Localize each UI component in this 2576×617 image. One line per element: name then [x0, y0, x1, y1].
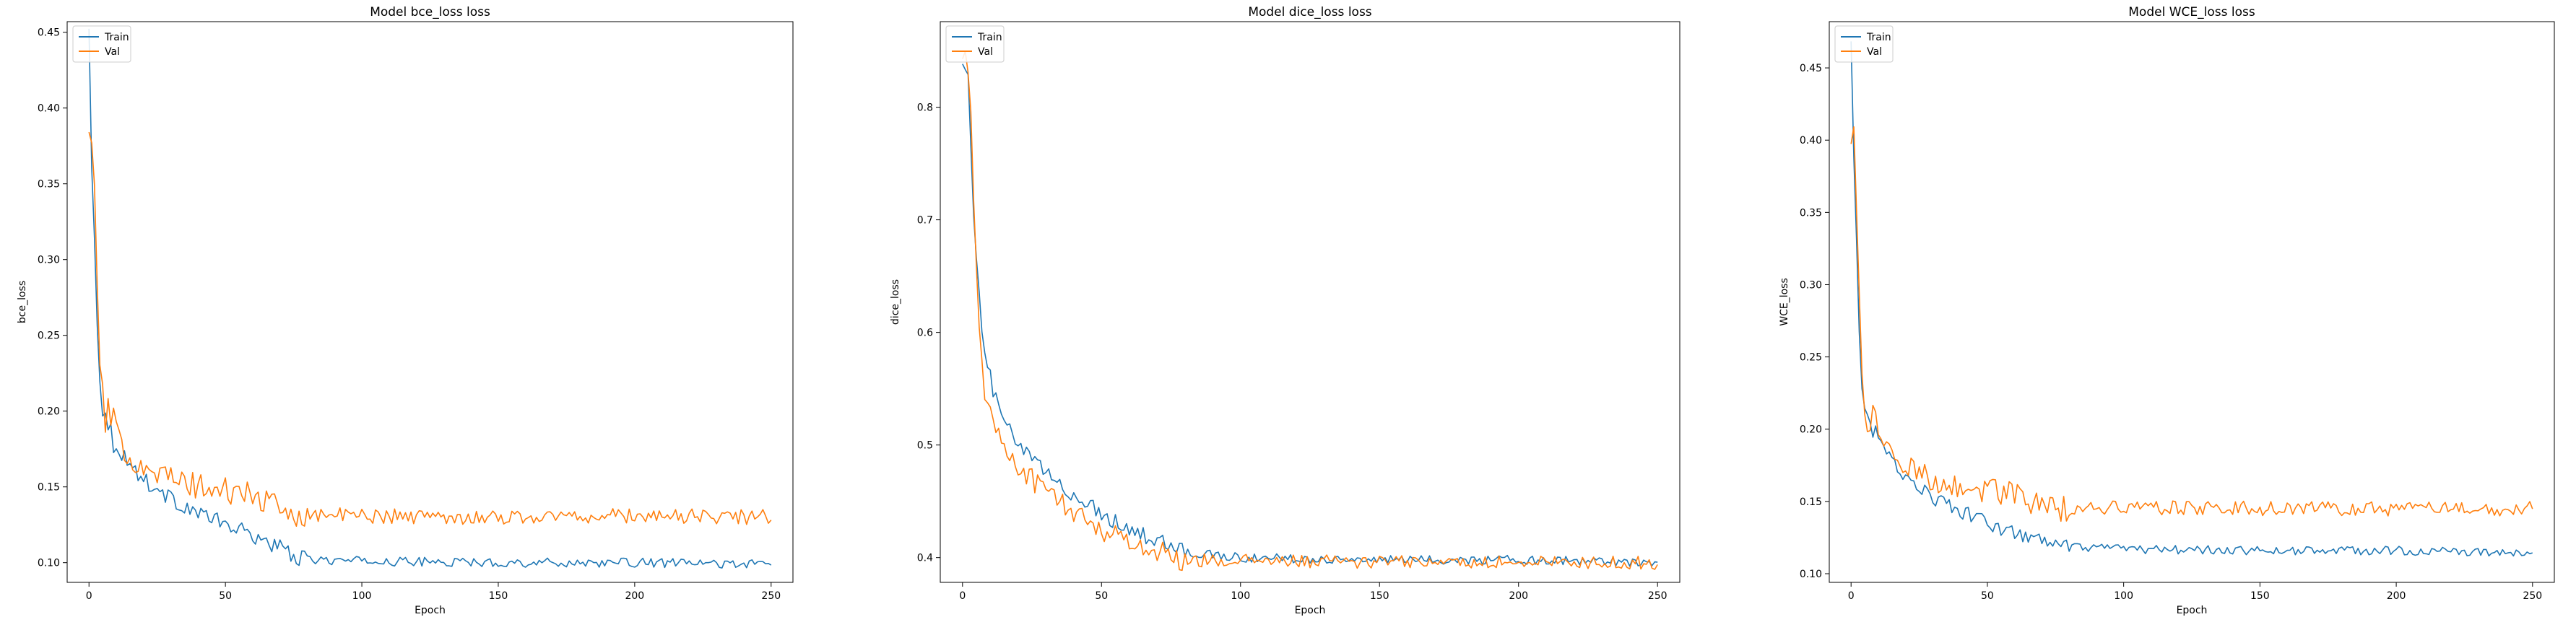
- y-tick-label: 0.25: [1800, 352, 1822, 364]
- y-axis-label: bce_loss: [17, 281, 28, 323]
- legend-label-val: Val: [105, 46, 120, 58]
- x-tick-label: 200: [2387, 590, 2406, 602]
- x-tick-label: 150: [489, 590, 508, 602]
- plot-frame: [1829, 21, 2555, 583]
- y-tick-label: 0.20: [38, 406, 60, 418]
- y-tick-label: 0.35: [38, 179, 60, 191]
- y-tick-label: 0.45: [38, 27, 60, 39]
- legend: Train Val: [945, 25, 1005, 63]
- series-line-train: [962, 64, 1658, 567]
- x-tick-label: 150: [1370, 590, 1389, 602]
- x-tick-label: 250: [761, 590, 781, 602]
- chart-title: Model dice_loss loss: [1248, 5, 1371, 19]
- chart-panel-3: 0 50 100 150 200 250 0.10 0.15 0.20 0.25 0.30 0.35 0…: [1779, 5, 2555, 616]
- x-tick-label: 100: [1231, 590, 1250, 602]
- legend-box: [945, 25, 1005, 63]
- legend-label-val: Val: [978, 46, 993, 58]
- y-axis-label: dice_loss: [890, 279, 901, 325]
- series-line-val: [962, 51, 1658, 572]
- x-tick-label: 200: [1509, 590, 1528, 602]
- plot-frame: [940, 21, 1681, 583]
- x-tick-label: 200: [625, 590, 644, 602]
- y-tick-label: 0.25: [38, 331, 60, 342]
- x-tick-label: 100: [352, 590, 372, 602]
- series-line-train: [88, 28, 772, 569]
- y-tick-label: 0.5: [917, 440, 933, 452]
- y-tick-label: 0.4: [917, 553, 933, 564]
- legend-label-train: Train: [977, 32, 1002, 43]
- x-tick-label: 0: [86, 590, 92, 602]
- x-axis-label: Epoch: [2177, 605, 2208, 616]
- series-line-val: [88, 131, 772, 528]
- y-tick-label: 0.10: [38, 558, 60, 569]
- y-tick-label: 0.30: [38, 255, 60, 266]
- legend-box: [72, 25, 131, 63]
- x-tick-label: 250: [1648, 590, 1668, 602]
- y-tick-label: 0.20: [1800, 424, 1822, 436]
- chart-title: Model bce_loss loss: [370, 5, 490, 19]
- y-tick-label: 0.35: [1800, 207, 1822, 219]
- legend-label-train: Train: [104, 32, 129, 43]
- x-tick-label: 50: [219, 590, 232, 602]
- y-tick-label: 0.7: [917, 215, 933, 227]
- x-tick-label: 100: [2114, 590, 2133, 602]
- y-tick-label: 0.40: [38, 103, 60, 115]
- x-tick-label: 250: [2523, 590, 2542, 602]
- legend: Train Val: [72, 25, 131, 63]
- series-line-train: [1850, 41, 2533, 557]
- chart-panel-1: 0 50 100 150 200 250 0.10 0.15 0.20 0.25 0.30 0.35 0…: [17, 5, 794, 616]
- y-tick-label: 0.45: [1800, 63, 1822, 74]
- legend-label-train: Train: [1866, 32, 1891, 43]
- plot-frame: [66, 21, 794, 583]
- x-tick-label: 50: [1981, 590, 1994, 602]
- legend: Train Val: [1834, 25, 1894, 63]
- legend-label-val: Val: [1867, 46, 1882, 58]
- chart-panel-2: 0 50 100 150 200 250 0.4 0.5 0.6 0.7 0.8 Model dice…: [890, 5, 1681, 616]
- y-tick-label: 0.10: [1800, 569, 1822, 580]
- x-tick-label: 50: [1095, 590, 1108, 602]
- y-tick-label: 0.40: [1800, 135, 1822, 146]
- y-tick-label: 0.6: [917, 328, 933, 339]
- series-line-val: [1850, 126, 2533, 522]
- chart-title: Model WCE_loss loss: [2128, 5, 2255, 19]
- y-tick-label: 0.8: [917, 102, 933, 114]
- x-axis-label: Epoch: [415, 605, 446, 616]
- y-axis-label: WCE_loss: [1779, 278, 1790, 326]
- y-tick-label: 0.15: [38, 482, 60, 494]
- y-tick-label: 0.30: [1800, 279, 1822, 291]
- x-axis-label: Epoch: [1295, 605, 1326, 616]
- y-tick-label: 0.15: [1800, 496, 1822, 508]
- legend-box: [1834, 25, 1894, 63]
- x-tick-label: 150: [2250, 590, 2270, 602]
- x-tick-label: 0: [959, 590, 966, 602]
- x-tick-label: 0: [1848, 590, 1855, 602]
